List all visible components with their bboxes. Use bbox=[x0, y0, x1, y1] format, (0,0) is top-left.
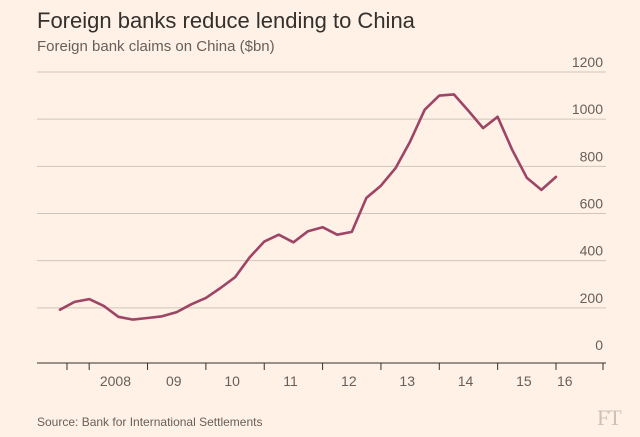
x-tick-label: 14 bbox=[458, 373, 474, 389]
y-tick-label: 1000 bbox=[572, 101, 603, 117]
y-tick-label: 800 bbox=[580, 148, 604, 164]
x-tick-label: 13 bbox=[399, 373, 415, 389]
x-tick-label: 12 bbox=[341, 373, 357, 389]
y-tick-label: 400 bbox=[580, 243, 604, 259]
y-tick-label: 600 bbox=[580, 196, 604, 212]
y-tick-label: 1200 bbox=[572, 54, 603, 70]
source-note: Source: Bank for International Settlemen… bbox=[37, 415, 263, 429]
chart-subtitle: Foreign bank claims on China ($bn) bbox=[37, 38, 275, 55]
y-tick-label: 0 bbox=[595, 337, 603, 353]
x-tick-label: 09 bbox=[166, 373, 182, 389]
x-tick-label: 16 bbox=[557, 373, 573, 389]
x-axis: 2008 09 10 11 12 13 14 15 16 bbox=[37, 362, 606, 389]
grid-lines bbox=[37, 71, 606, 309]
y-tick-label: 200 bbox=[580, 290, 604, 306]
ft-logo: FT bbox=[597, 405, 622, 430]
series-line bbox=[58, 93, 558, 321]
chart-title: Foreign banks reduce lending to China bbox=[37, 8, 415, 33]
x-tick-label: 2008 bbox=[100, 373, 131, 389]
x-tick-label: 11 bbox=[283, 373, 298, 389]
series-layer bbox=[58, 93, 558, 321]
x-tick-label: 10 bbox=[224, 373, 240, 389]
y-axis-tick-labels: 0 200 400 600 800 1000 1200 bbox=[572, 54, 603, 353]
x-tick-label: 15 bbox=[516, 373, 532, 389]
